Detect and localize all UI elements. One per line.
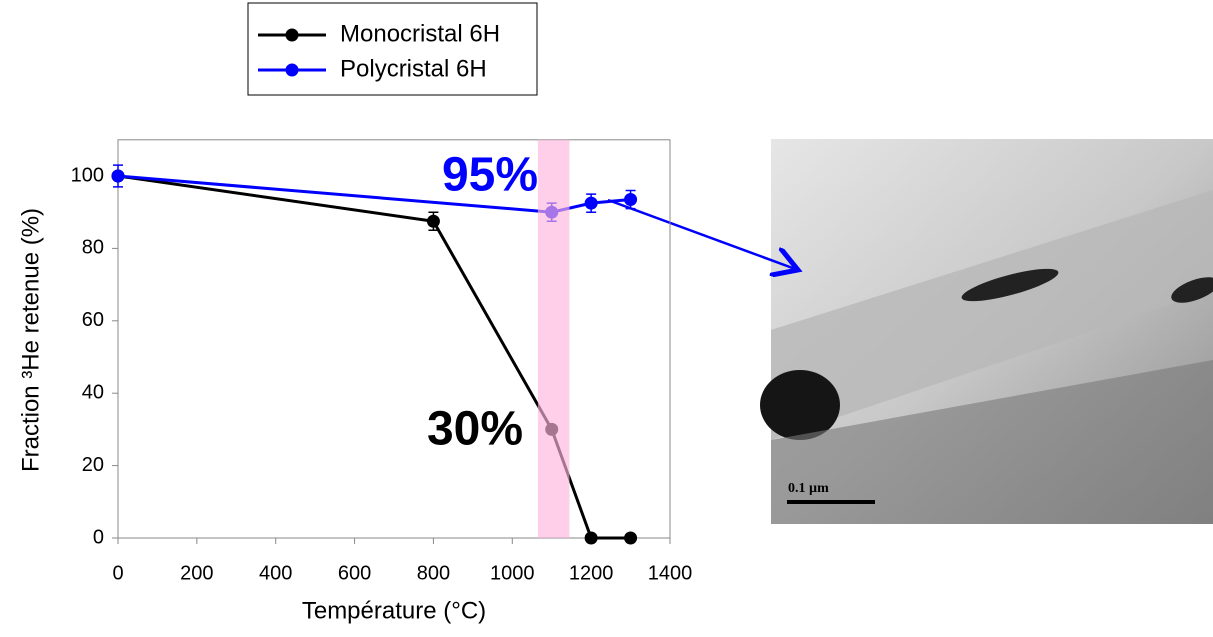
- y-tick-label: 0: [93, 526, 104, 548]
- annotation: 30%: [427, 403, 523, 456]
- point: [111, 169, 125, 183]
- scale-label: 0.1 µm: [788, 481, 829, 496]
- plot-frame: [117, 139, 671, 539]
- point: [584, 531, 598, 545]
- y-tick-label: 100: [71, 164, 104, 186]
- x-axis-title: Température (°C): [302, 597, 486, 624]
- x-tick-label: 1000: [490, 562, 535, 584]
- annotation: 95%: [442, 149, 538, 202]
- y-tick-label: 60: [82, 309, 104, 331]
- legend-marker: [285, 28, 299, 42]
- x-tick-label: 1400: [648, 562, 693, 584]
- tem-image: 0.1 µm: [760, 139, 1213, 524]
- y-axis-title: Fraction ³He retenue (%): [17, 208, 44, 472]
- point: [426, 214, 440, 228]
- x-tick-label: 800: [417, 562, 450, 584]
- highlight-band: [537, 139, 570, 539]
- y-tick-label: 40: [82, 381, 104, 403]
- legend-marker: [285, 63, 299, 77]
- legend: [247, 2, 538, 96]
- y-tick-label: 80: [82, 237, 104, 259]
- series-line: [117, 174, 631, 214]
- legend-label: Polycristal 6H: [340, 55, 487, 82]
- point: [624, 531, 638, 545]
- legend-label: Monocristal 6H: [340, 20, 500, 47]
- point: [624, 193, 638, 207]
- point: [584, 196, 598, 210]
- x-tick-label: 400: [259, 562, 292, 584]
- x-tick-label: 0: [112, 562, 123, 584]
- arrow: [607, 198, 798, 270]
- x-tick-label: 200: [180, 562, 213, 584]
- x-tick-label: 1200: [569, 562, 614, 584]
- x-tick-label: 600: [338, 562, 371, 584]
- y-tick-label: 20: [82, 454, 104, 476]
